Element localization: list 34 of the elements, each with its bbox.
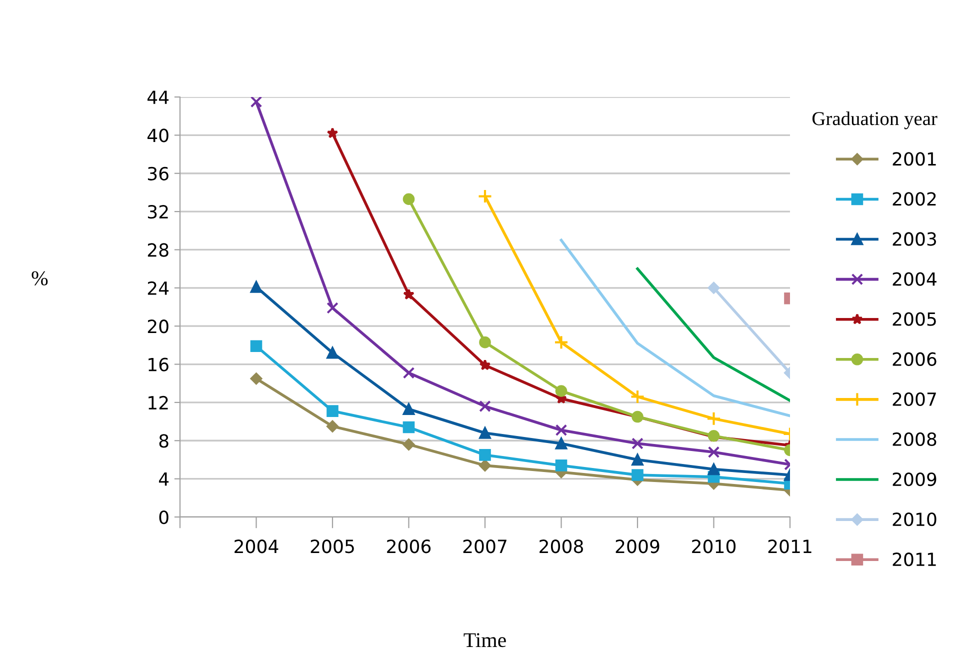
y-tick-label: 20	[148, 320, 168, 334]
legend-label: 2006	[892, 352, 936, 366]
legend-label: 2004	[892, 272, 936, 286]
x-tick-label: 2010	[692, 540, 736, 554]
legend-label: 2003	[892, 232, 936, 246]
y-tick-label: 36	[148, 166, 168, 180]
x-axis-title: Time	[464, 633, 506, 648]
x-tick-label: 2011	[768, 540, 812, 554]
y-tick-label: 0	[159, 510, 168, 524]
legend-label: 2001	[892, 152, 936, 166]
x-tick-label: 2007	[463, 540, 506, 554]
y-axis-title: %	[32, 271, 48, 286]
y-tick-label: 16	[148, 358, 168, 372]
y-tick-label: 24	[148, 281, 169, 295]
x-tick-label: 2005	[310, 540, 354, 554]
legend-label: 2009	[892, 472, 936, 486]
y-tick-label: 40	[147, 128, 168, 142]
y-tick-label: 12	[148, 396, 168, 410]
y-tick-label: 4	[158, 472, 169, 486]
x-tick-label: 2006	[387, 540, 431, 554]
x-tick-label: 2009	[616, 540, 660, 554]
legend-label: 2002	[892, 192, 936, 206]
legend-label: 2007	[892, 392, 936, 406]
y-tick-label: 44	[147, 90, 169, 104]
legend-title: Graduation year	[812, 112, 938, 130]
legend-label: 2011	[892, 552, 936, 566]
legend-label: 2005	[892, 312, 936, 326]
x-tick-label: 2008	[540, 540, 583, 554]
legend-label: 2010	[892, 512, 936, 526]
y-tick-label: 8	[159, 434, 168, 448]
legend-label: 2008	[892, 432, 936, 446]
x-tick-label: 2004	[234, 540, 278, 554]
y-tick-label: 32	[148, 205, 168, 219]
y-tick-label: 28	[148, 243, 168, 257]
